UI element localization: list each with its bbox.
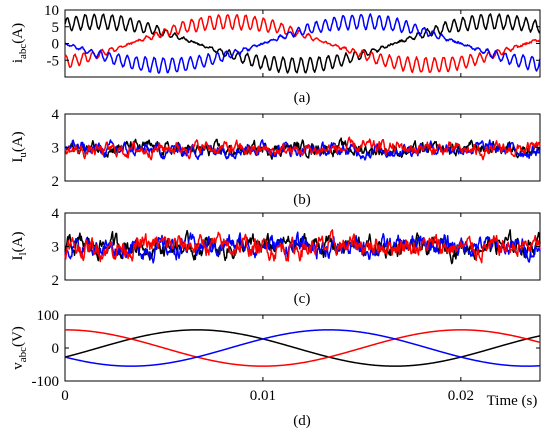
panel-b-series-phase-c [64,139,541,161]
panel-d-frame [64,314,541,382]
panel-a-series-phase-a [64,14,541,74]
panel-a-frame [64,9,541,78]
panel-a-caption: (a) [294,90,311,106]
panel-d-series-phase-b [64,329,541,367]
panel-c-ytick-label: 2 [52,273,60,289]
panel-c-ytick-label: 4 [52,206,60,222]
panel-a-ylabel: iabc(A) [10,23,29,63]
panel-a-ytick-label: -5 [47,53,60,69]
panel-d-caption: (d) [293,413,311,429]
panel-b-ytick-label: 3 [52,141,60,157]
panel-d-xlabel: Time (s) [487,393,538,409]
panel-c-ylabel: Il(A) [10,232,29,261]
panel-b-yticks: 2 3 4 [52,107,540,190]
panel-c-caption: (c) [294,291,311,307]
panel-c-yticks: 2 3 4 [52,206,540,289]
panel-d-xticks: 0 0.01 0.02 [61,388,474,404]
panel-b-ytick-label: 4 [52,107,60,123]
panel-a-ytick-label: 5 [52,20,60,36]
panel-a-series-phase-c [64,13,541,74]
panel-a-series-phase-b [64,13,541,74]
panel-d-yticks: -100 0 100 [32,308,540,390]
panel-a-ytick-label: 0 [52,37,60,53]
panel-d-ytick-label: -100 [32,374,60,390]
panel-d-series-phase-c [64,329,541,367]
panel-b-ylabel: Iu(A) [10,131,29,162]
panel-b: 2 3 4 Iu(A) (b) [10,107,541,208]
panel-d-ylabel: vabc(V) [10,326,29,370]
panel-d-xtick-label: 0.01 [250,388,276,404]
panel-d-traces [64,329,541,367]
panel-b-ytick-label: 2 [52,174,60,190]
panel-a-traces [64,13,541,74]
panel-d-xtick-label: 0.02 [448,388,474,404]
panel-b-traces [64,136,541,161]
panel-d-xtick-label: 0 [61,388,69,404]
panel-a-ytick-label: 10 [44,3,59,19]
panel-d-ytick-label: 100 [37,308,60,324]
panel-c-traces [64,229,541,265]
panel-d-series-phase-a [64,329,541,367]
panel-c-series-phase-a [64,229,541,264]
panel-c-series-phase-c [64,231,541,264]
panel-b-caption: (b) [293,192,311,208]
panel-d-ytick-label: 0 [52,341,60,357]
panel-c-ytick-label: 3 [52,240,60,256]
panel-c: 2 3 4 Il(A) (c) [10,206,541,307]
panel-b-series-phase-a [64,136,541,161]
